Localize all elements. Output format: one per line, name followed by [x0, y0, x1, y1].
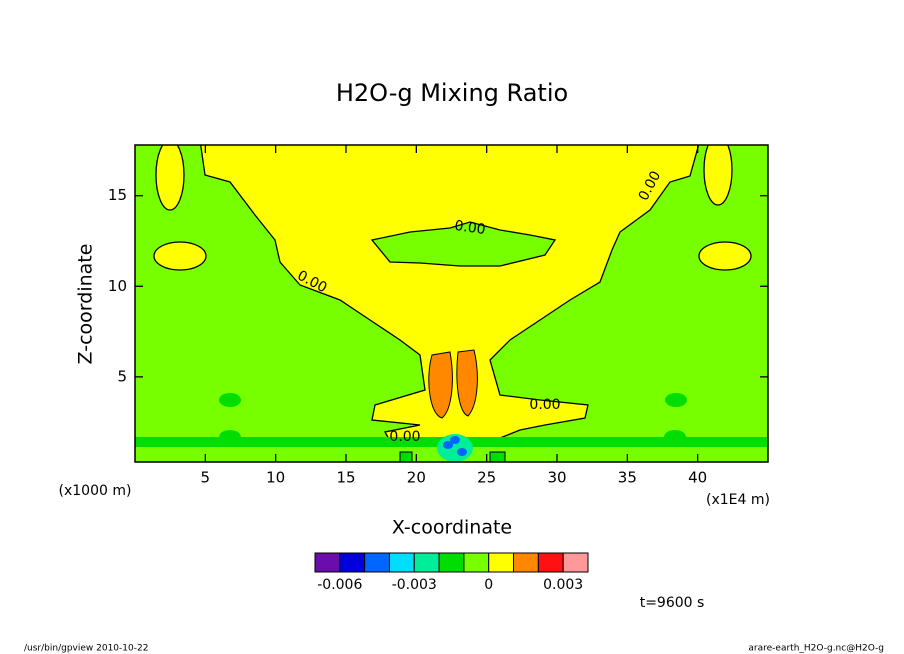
x-tick-label: 35: [618, 469, 637, 487]
region: [153, 241, 207, 271]
colorbar-box: [438, 552, 465, 573]
colorbar-box: [537, 552, 564, 573]
region: [665, 393, 687, 407]
colorbar-box: [463, 552, 490, 573]
region: [370, 221, 557, 267]
colorbar-box: [314, 552, 341, 573]
colorbar-box: [488, 552, 515, 573]
region: [703, 145, 733, 206]
colorbar-box: [513, 552, 539, 573]
x-axis-label: X-coordinate: [392, 517, 512, 539]
region: [443, 441, 453, 449]
region: [428, 351, 453, 419]
colorbar-label: -0.006: [317, 577, 362, 593]
y-axis-label: Z-coordinate: [75, 244, 97, 365]
region: [457, 448, 467, 456]
region: [219, 430, 241, 444]
colorbar-box: [388, 552, 415, 573]
colorbar-box: [339, 552, 366, 573]
colorbar-label: 0.003: [543, 577, 583, 593]
y-tick-label: 5: [117, 367, 127, 385]
x-tick-label: 10: [266, 469, 285, 487]
region: [456, 349, 478, 417]
region: [450, 436, 460, 444]
colorbar-label: -0.003: [392, 577, 437, 593]
x-tick-label: 25: [477, 469, 496, 487]
region: [219, 393, 241, 407]
x-unit: (x1E4 m): [706, 492, 770, 508]
footer-right: arare-earth_H2O-g.nc@H2O-g: [748, 644, 884, 654]
colorbar-box: [562, 552, 589, 573]
contour-label: 0.00: [529, 397, 560, 413]
contour-label: 0.00: [453, 218, 486, 238]
x-tick-label: 20: [407, 469, 426, 487]
x-tick-label: 40: [688, 469, 707, 487]
x-tick-label: 5: [201, 469, 211, 487]
chart-title: H2O-g Mixing Ratio: [336, 79, 568, 107]
y-unit: (x1000 m): [59, 483, 132, 499]
time-label: t=9600 s: [640, 595, 705, 611]
colorbar-label: 0: [484, 577, 493, 593]
colorbar-box: [413, 552, 440, 573]
colorbar-box: [364, 552, 390, 573]
region: [489, 451, 506, 462]
region: [399, 451, 413, 462]
x-tick-label: 30: [547, 469, 566, 487]
field: 0.000.000.000.000.00: [135, 145, 768, 462]
contour-field: 0.000.000.000.000.00: [135, 145, 768, 462]
region: [155, 145, 185, 211]
y-tick-label: 15: [108, 186, 127, 204]
plot-frame: [134, 144, 769, 463]
region: [698, 241, 752, 271]
region: [664, 430, 686, 444]
contour-label: 0.00: [389, 429, 420, 445]
x-tick-label: 15: [336, 469, 355, 487]
y-tick-label: 10: [108, 277, 127, 295]
footer-left: /usr/bin/gpview 2010-10-22: [24, 644, 148, 654]
